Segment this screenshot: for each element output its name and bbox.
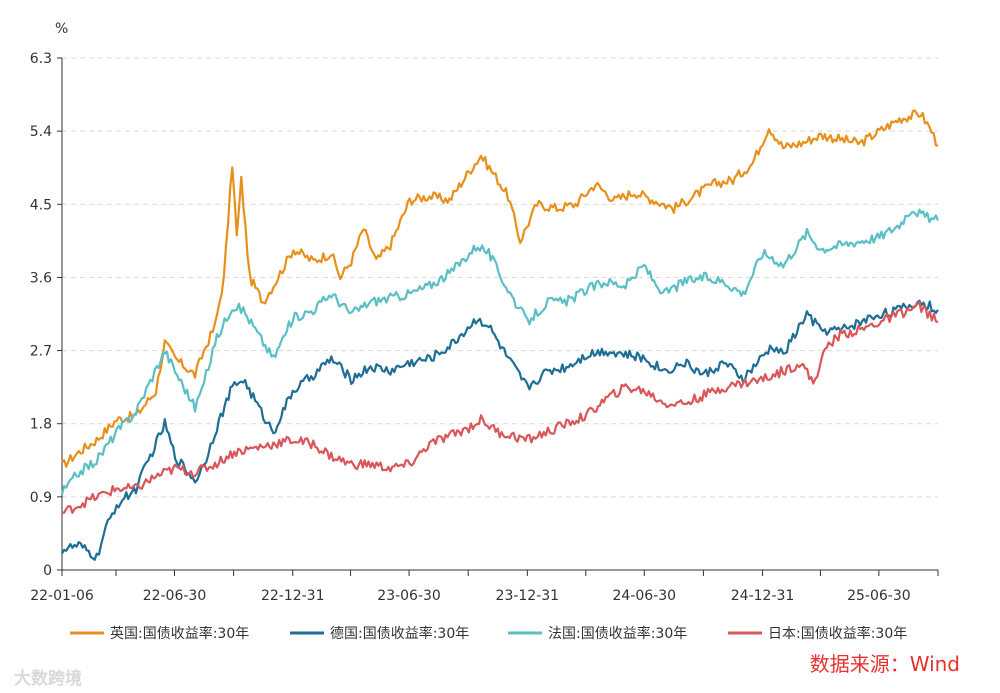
legend-label: 英国:国债收益率:30年 <box>110 625 249 642</box>
y-tick-label: 0 <box>43 563 52 579</box>
legend-label: 德国:国债收益率:30年 <box>330 625 469 642</box>
x-tick-label: 23-06-30 <box>377 588 441 604</box>
y-axis-ticks: 0 0.9 1.8 2.7 3.6 4.5 5.4 6.3 <box>30 51 63 579</box>
series-line <box>60 208 940 495</box>
x-tick-label: 22-06-30 <box>143 588 207 604</box>
series-line <box>61 301 939 514</box>
series-lines <box>60 109 940 561</box>
x-tick-label: 24-06-30 <box>613 588 677 604</box>
x-axis: 22-01-06 22-06-30 22-12-31 23-06-30 23-12-31… <box>30 569 939 604</box>
grid-lines <box>62 57 938 498</box>
legend: 英国:国债收益率:30年 德国:国债收益率:30年 法国:国债收益率:30年 日本:国… <box>70 625 907 642</box>
x-tick-label: 24-12-31 <box>731 588 795 604</box>
x-tick-label: 22-12-31 <box>261 588 325 604</box>
source-note: 数据来源：Wind <box>809 652 960 676</box>
legend-label: 法国:国债收益率:30年 <box>548 625 687 642</box>
x-tick-label: 22-01-06 <box>30 588 94 604</box>
y-tick-label: 0.9 <box>30 490 52 506</box>
y-tick-label: 3.6 <box>30 270 52 286</box>
x-tick-label: 23-12-31 <box>496 588 560 604</box>
watermark: 大数跨境 <box>14 669 82 689</box>
y-tick-label: 5.4 <box>30 124 52 140</box>
legend-label: 日本:国债收益率:30年 <box>768 625 907 642</box>
y-tick-label: 1.8 <box>30 417 52 433</box>
y-tick-label: 4.5 <box>30 197 52 213</box>
series-line <box>61 299 939 561</box>
series-line <box>61 109 939 468</box>
y-tick-label: 2.7 <box>30 344 52 360</box>
y-tick-label: 6.3 <box>30 51 52 67</box>
x-tick-label: 25-06-30 <box>847 588 911 604</box>
unit-label: % <box>55 21 68 37</box>
